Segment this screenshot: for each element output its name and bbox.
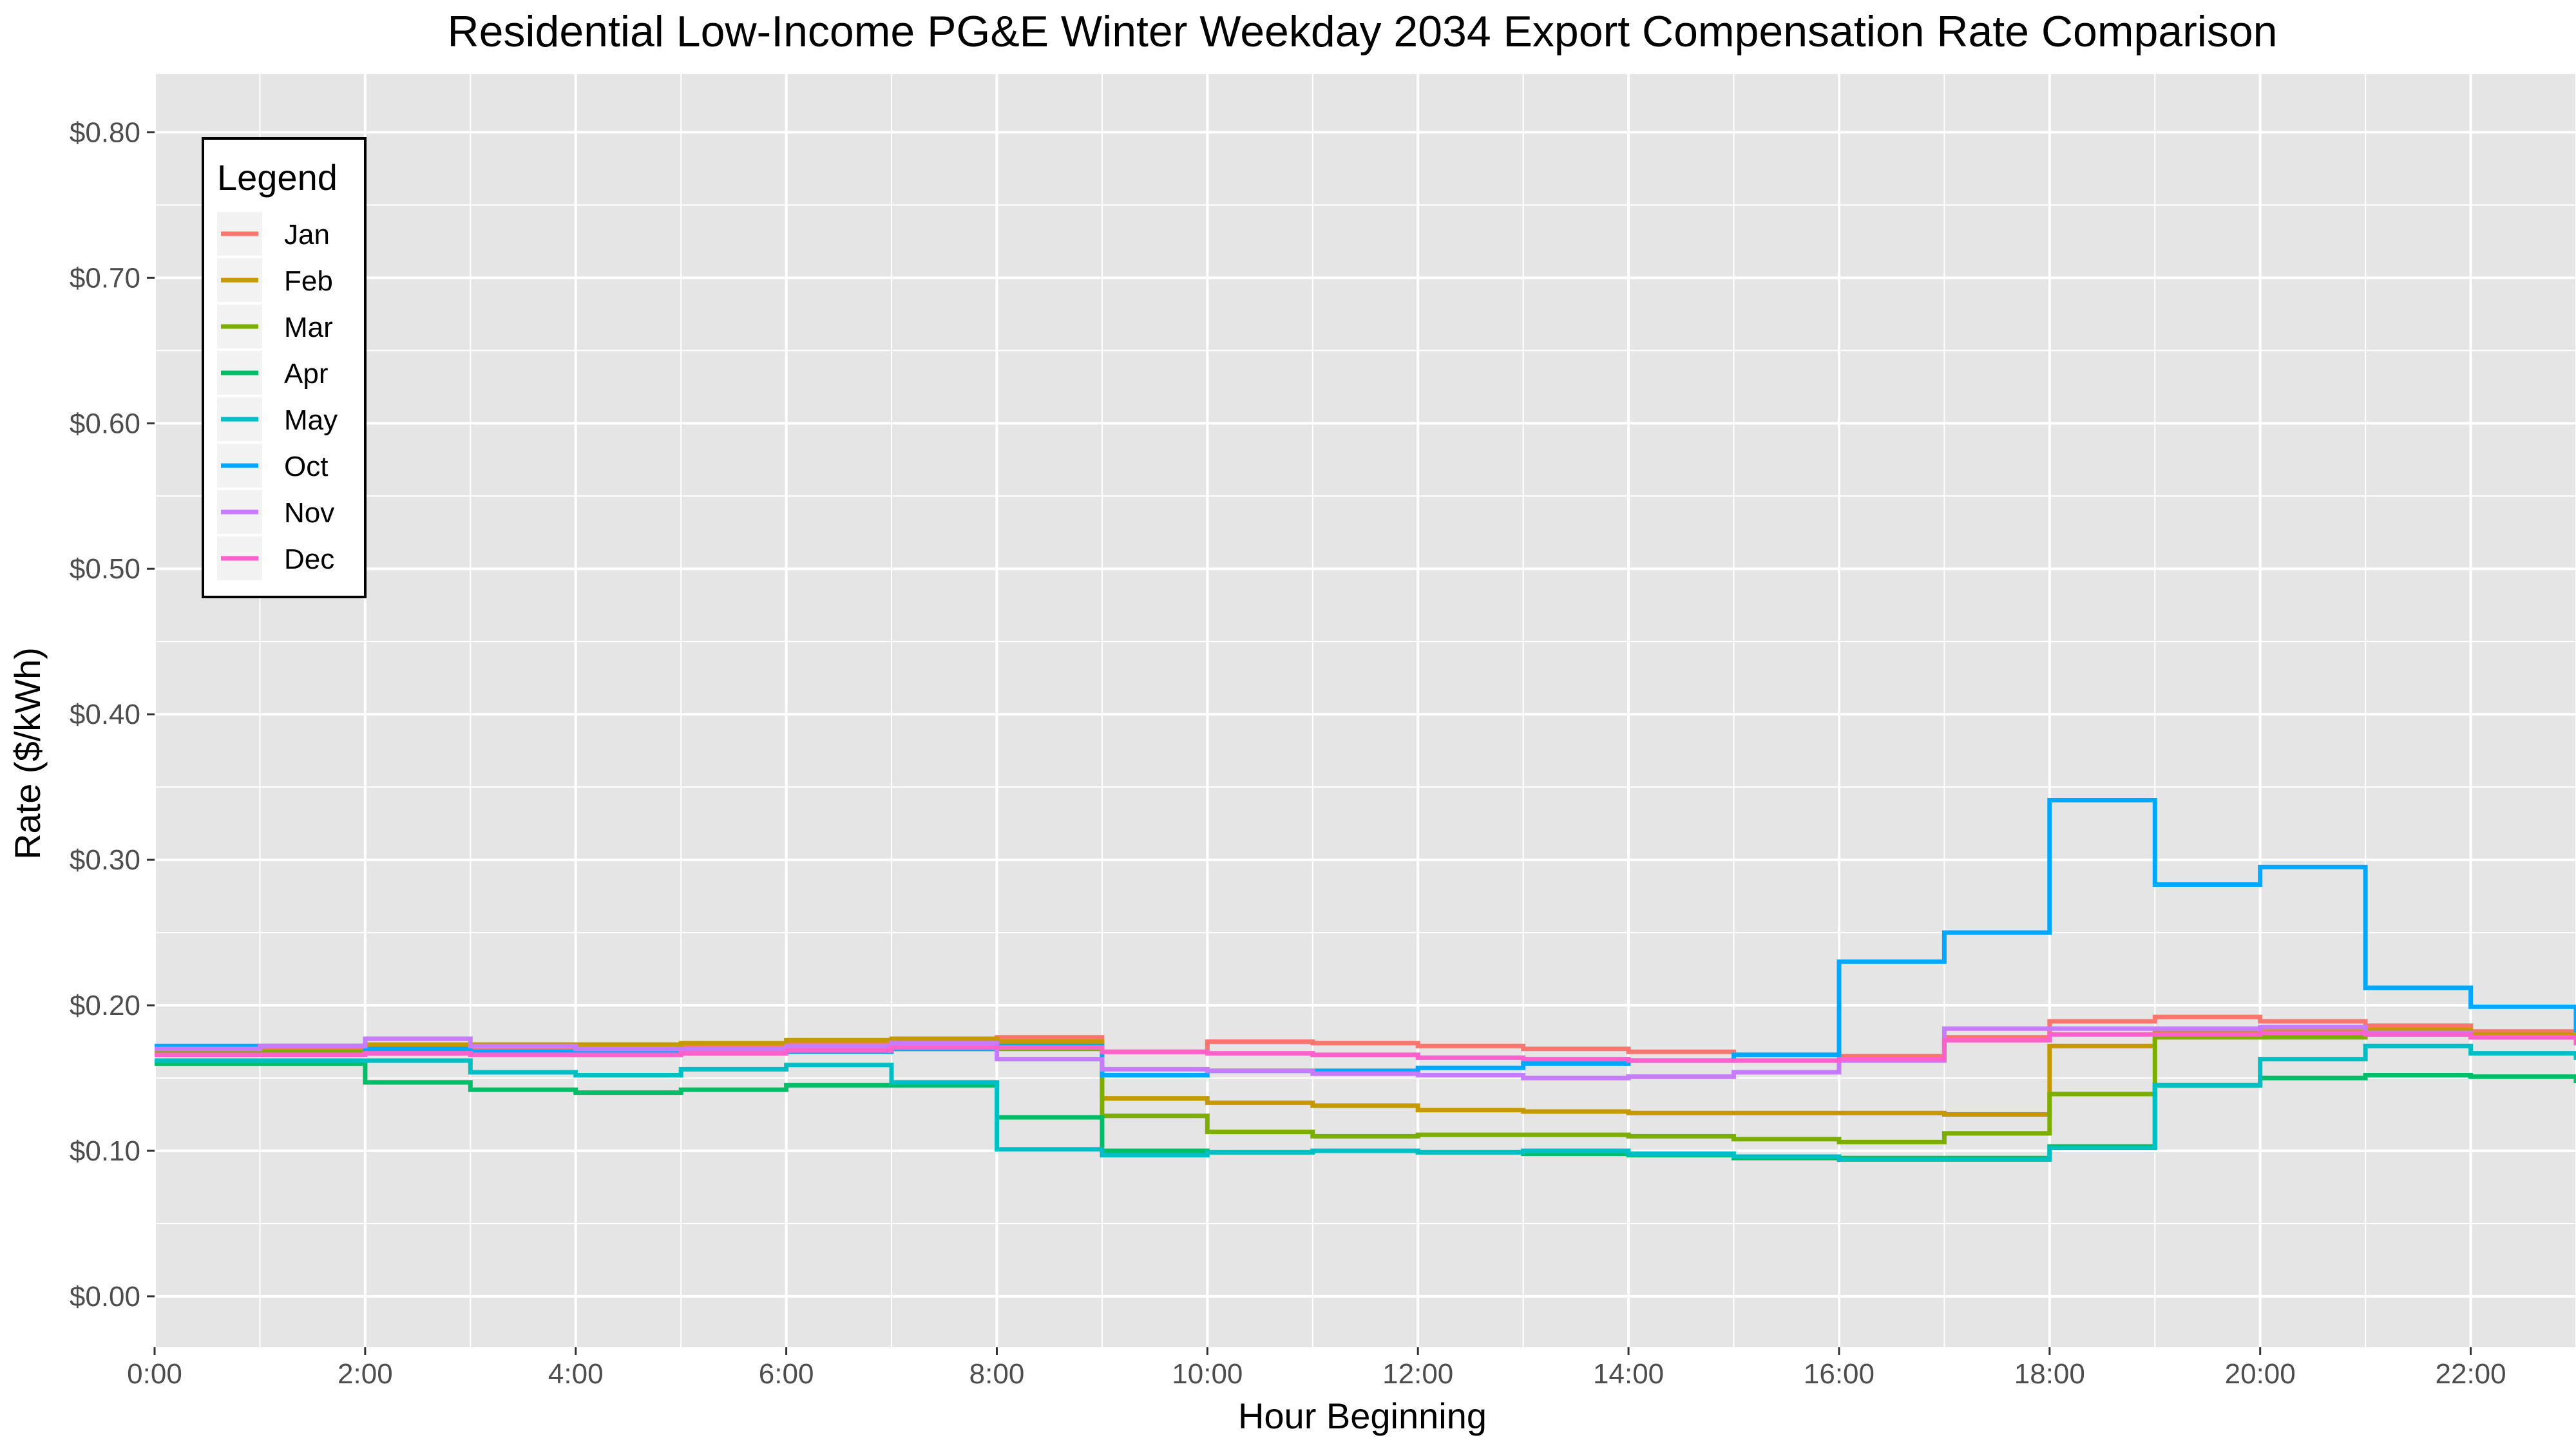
x-tick-label: 12:00 [1382, 1358, 1453, 1390]
x-tick-label: 22:00 [2436, 1358, 2506, 1390]
legend-label-apr: Apr [284, 358, 328, 390]
x-tick-label: 10:00 [1172, 1358, 1243, 1390]
legend-label-mar: Mar [284, 312, 333, 343]
y-tick-label: $0.00 [70, 1281, 140, 1312]
chart-title: Residential Low-Income PG&E Winter Weekd… [448, 7, 2278, 56]
x-tick-label: 0:00 [127, 1358, 182, 1390]
x-tick-label: 8:00 [969, 1358, 1025, 1390]
legend-items: Jan Feb Mar Apr May Oct Nov Dec [217, 212, 338, 580]
grid-minor [155, 74, 2576, 1347]
legend-label-jan: Jan [284, 219, 330, 251]
y-tick-label: $0.80 [70, 117, 140, 148]
series-layer [155, 798, 2576, 1162]
x-axis-title: Hour Beginning [1238, 1396, 1487, 1436]
y-tick-label: $0.60 [70, 408, 140, 439]
x-axis: 0:00 2:00 4:00 6:00 8:00 10:00 12:00 14:00 16:00… [127, 1347, 2506, 1390]
legend-label-feb: Feb [284, 265, 333, 297]
plot-panel [155, 74, 2576, 1347]
series-line-may [155, 1043, 2576, 1162]
x-tick-label: 6:00 [759, 1358, 814, 1390]
y-axis-title: Rate ($/kWh) [7, 647, 48, 860]
x-tick-label: 16:00 [1804, 1358, 1875, 1390]
legend-label-dec: Dec [284, 544, 334, 575]
y-tick-label: $0.20 [70, 990, 140, 1021]
legend-label-oct: Oct [284, 451, 328, 482]
series-line-nov [155, 1025, 2576, 1081]
x-tick-label: 20:00 [2225, 1358, 2296, 1390]
legend: Legend Jan Feb Mar Apr May Oct Nov Dec [202, 137, 367, 598]
legend-title: Legend [217, 157, 338, 198]
y-tick-label: $0.10 [70, 1135, 140, 1167]
y-tick-label: $0.50 [70, 553, 140, 585]
x-tick-label: 2:00 [338, 1358, 393, 1390]
series-line-dec [155, 1030, 2576, 1063]
y-tick-label: $0.70 [70, 262, 140, 294]
legend-label-nov: Nov [284, 497, 334, 529]
x-tick-label: 18:00 [2014, 1358, 2085, 1390]
legend-label-may: May [284, 404, 338, 436]
y-tick-label: $0.30 [70, 844, 140, 876]
x-tick-label: 4:00 [548, 1358, 604, 1390]
y-axis: $0.00 $0.10 $0.20 $0.30 $0.40 $0.50 $0.60 $0.70… [70, 117, 155, 1312]
x-tick-label: 14:00 [1593, 1358, 1664, 1390]
y-tick-label: $0.40 [70, 699, 140, 730]
